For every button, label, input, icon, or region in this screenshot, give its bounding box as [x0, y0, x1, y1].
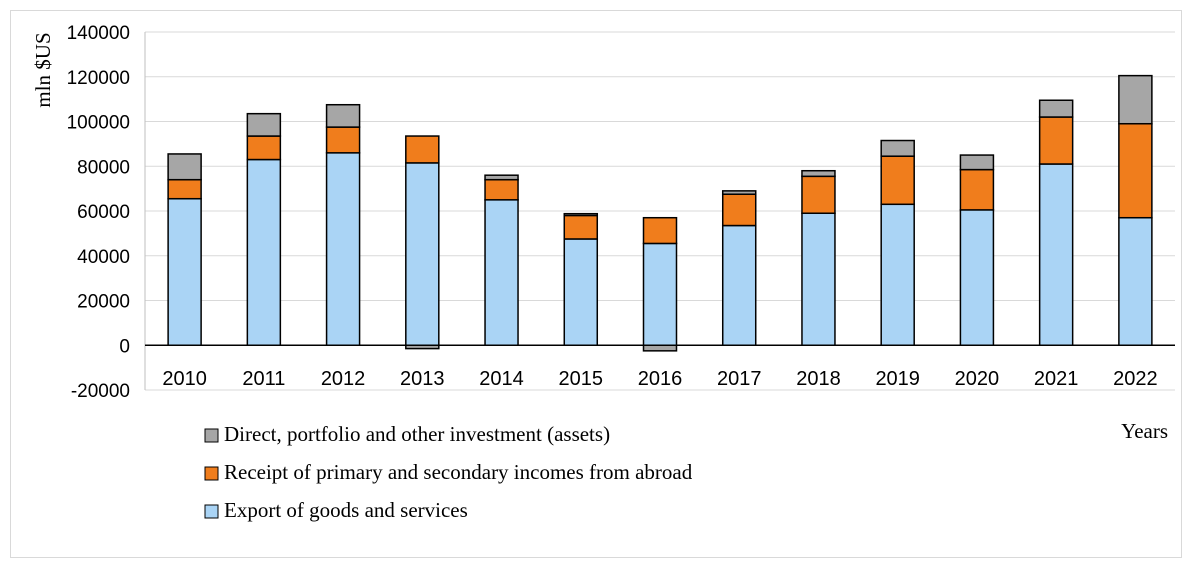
bar-2017-series-1 [721, 193, 757, 227]
legend-label: Export of goods and services [224, 498, 468, 522]
bar-2019-series-1 [880, 155, 915, 206]
x-tick-label: 2022 [1113, 368, 1158, 390]
legend-label: Direct, portfolio and other investment (… [224, 422, 610, 446]
bar-2020-series-2 [959, 154, 995, 171]
legend-label: Receipt of primary and secondary incomes… [224, 460, 693, 484]
y-tick-label: 80000 [77, 157, 130, 178]
bar-2017-series-0 [721, 224, 757, 346]
bar-2013-series-0 [405, 162, 440, 346]
x-tick-label: 2012 [321, 368, 366, 390]
y-tick-label: 100000 [67, 113, 130, 134]
legend-swatch [204, 466, 219, 481]
bar-2022-series-2 [1118, 74, 1153, 125]
legend-swatch [204, 428, 219, 443]
y-tick-label: 60000 [77, 202, 130, 223]
y-tick-label: 0 [119, 336, 130, 357]
bar-2015-series-0 [563, 238, 599, 346]
y-axis-ticks: 140000 120000 100000 80000 60000 40000 20000 0 -… [67, 23, 130, 402]
bar-2012-series-1 [325, 126, 361, 154]
y-tick-label: 40000 [77, 247, 130, 268]
bar-2020-series-0 [959, 209, 995, 346]
bar-2010-series-0 [167, 197, 202, 346]
x-tick-label: 2013 [400, 368, 445, 390]
bar-2011-series-0 [246, 158, 282, 346]
bar-2020-series-1 [959, 168, 995, 211]
bar-2014-series-2 [484, 174, 519, 181]
y-tick-label: 120000 [67, 68, 130, 89]
y-tick-label: 20000 [77, 292, 130, 313]
bar-2018-series-1 [801, 175, 836, 214]
bar-2018-series-0 [801, 212, 836, 346]
bar-2021-series-2 [1038, 99, 1074, 118]
x-tick-label: 2015 [559, 368, 604, 390]
bar-2022-series-1 [1118, 122, 1153, 219]
bar-2013-series-1 [405, 135, 440, 164]
x-tick-label: 2016 [638, 368, 683, 390]
bar-2010-series-2 [167, 153, 202, 181]
bar-2022-series-0 [1118, 216, 1153, 346]
x-axis-title: Years [1121, 419, 1168, 443]
bar-2012-series-0 [325, 152, 361, 346]
bar-2011-series-1 [246, 135, 282, 161]
bar-2017-series-2 [721, 190, 757, 195]
legend: Direct, portfolio and other investment (… [204, 422, 693, 522]
x-tick-label: 2019 [875, 368, 920, 390]
bar-2015-series-1 [563, 214, 599, 240]
bar-2014-series-1 [484, 178, 519, 201]
bar-2014-series-0 [484, 199, 519, 346]
bar-2021-series-1 [1038, 116, 1074, 165]
bar-2021-series-0 [1038, 163, 1074, 346]
y-tick-label: 140000 [67, 23, 130, 44]
legend-swatch [204, 504, 219, 519]
x-axis-ticks: 2010 2011 2012 2013 2014 2015 2016 2017 2018 2019… [162, 368, 1157, 390]
x-tick-label: 2017 [717, 368, 762, 390]
x-tick-label: 2010 [162, 368, 207, 390]
x-tick-label: 2021 [1034, 368, 1079, 390]
bar-2012-series-2 [325, 103, 361, 128]
bar-2010-series-1 [167, 178, 202, 200]
x-tick-label: 2020 [955, 368, 1000, 390]
bars [167, 74, 1153, 352]
x-tick-label: 2018 [796, 368, 841, 390]
x-tick-label: 2011 [242, 368, 285, 390]
bar-2016-series-2 [642, 344, 678, 352]
bar-2016-series-1 [642, 216, 678, 245]
bar-2019-series-2 [880, 139, 915, 157]
x-tick-label: 2014 [479, 368, 524, 390]
bar-2015-series-2 [563, 212, 599, 217]
bar-2016-series-0 [642, 242, 678, 347]
bar-2018-series-2 [801, 169, 836, 178]
bar-2011-series-2 [246, 112, 282, 137]
y-axis-title: mln $US [31, 32, 55, 107]
bar-2019-series-0 [880, 203, 915, 346]
y-tick-label: -20000 [71, 381, 130, 402]
